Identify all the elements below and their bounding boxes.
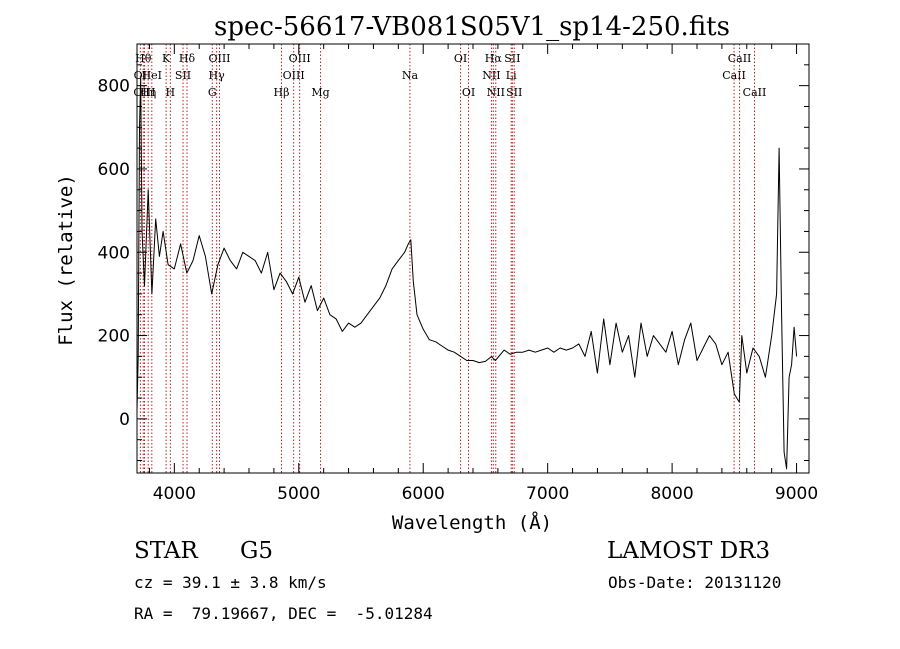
marker-label-6: H [166, 86, 176, 99]
marker-label-3: Hη [140, 86, 156, 99]
marker-label-11: OIII [208, 52, 230, 65]
marker-label-10: Hγ [209, 69, 226, 82]
object-subclass: G5 [240, 538, 274, 564]
y-tick-label: 400 [98, 243, 130, 263]
y-tick-label: 600 [98, 160, 130, 180]
redshift-readout: cz = 39.1 ± 3.8 km/s [134, 573, 327, 592]
marker-label-24: SII [506, 86, 522, 99]
marker-label-18: OI [462, 86, 475, 99]
coordinates-readout: RA = 79.19667, DEC = -5.01284 [134, 604, 433, 623]
marker-label-23: SII [504, 52, 520, 65]
marker-label-7: SII [175, 69, 191, 82]
marker-label-9: G [208, 86, 217, 99]
marker-label-1: Hθ [135, 52, 152, 65]
marker-label-20: Hα [485, 52, 503, 65]
marker-label-16: Na [402, 69, 419, 82]
plot-frame [136, 43, 810, 474]
marker-label-4: HeI [142, 69, 162, 82]
x-axis-label: Wavelength (Å) [392, 511, 552, 534]
x-tick-label: 8000 [650, 484, 693, 504]
object-class: STAR [134, 538, 198, 564]
y-tick-label: 0 [119, 410, 130, 430]
observation-date: Obs-Date: 20131120 [608, 573, 782, 592]
marker-label-17: OI [454, 52, 467, 65]
marker-label-26: CaII [728, 52, 752, 65]
y-tick-label: 200 [98, 327, 130, 347]
spectrum-layer [136, 76, 798, 470]
x-tick-label: 9000 [775, 484, 818, 504]
marker-label-25: CaII [722, 69, 746, 82]
x-tick-label: 4000 [153, 484, 196, 504]
x-tick-label: 5000 [277, 484, 320, 504]
y-axis-label: Flux (relative) [55, 174, 77, 346]
marker-label-14: OIII [289, 52, 311, 65]
marker-label-8: Hδ [179, 52, 196, 65]
spectrum-line [136, 76, 798, 470]
x-tick-label: 6000 [402, 484, 445, 504]
chart-title: spec-56617-VB081S05V1_sp14-250.fits [214, 12, 730, 42]
x-tick-label: 7000 [526, 484, 569, 504]
marker-label-19: NII [482, 69, 500, 82]
marker-label-27: CaII [743, 86, 767, 99]
marker-label-2: OIII [133, 86, 155, 99]
y-tick-label: 800 [98, 77, 130, 97]
axes: 4000 5000 6000 7000 8000 9000 0 200 400 600 800 [98, 43, 818, 504]
marker-label-22: Li [506, 69, 517, 82]
marker-label-13: OIII [283, 69, 305, 82]
emission-line-markers: OIHθOIIIHηHeIKHSIIHδGHγOIIIHβOIIIOIIIMgN… [133, 44, 766, 473]
survey-name: LAMOST DR3 [607, 538, 771, 564]
marker-label-5: K [162, 52, 171, 65]
marker-label-12: Hβ [274, 86, 290, 99]
marker-label-21: NII [487, 86, 505, 99]
marker-label-15: Mg [311, 86, 329, 99]
